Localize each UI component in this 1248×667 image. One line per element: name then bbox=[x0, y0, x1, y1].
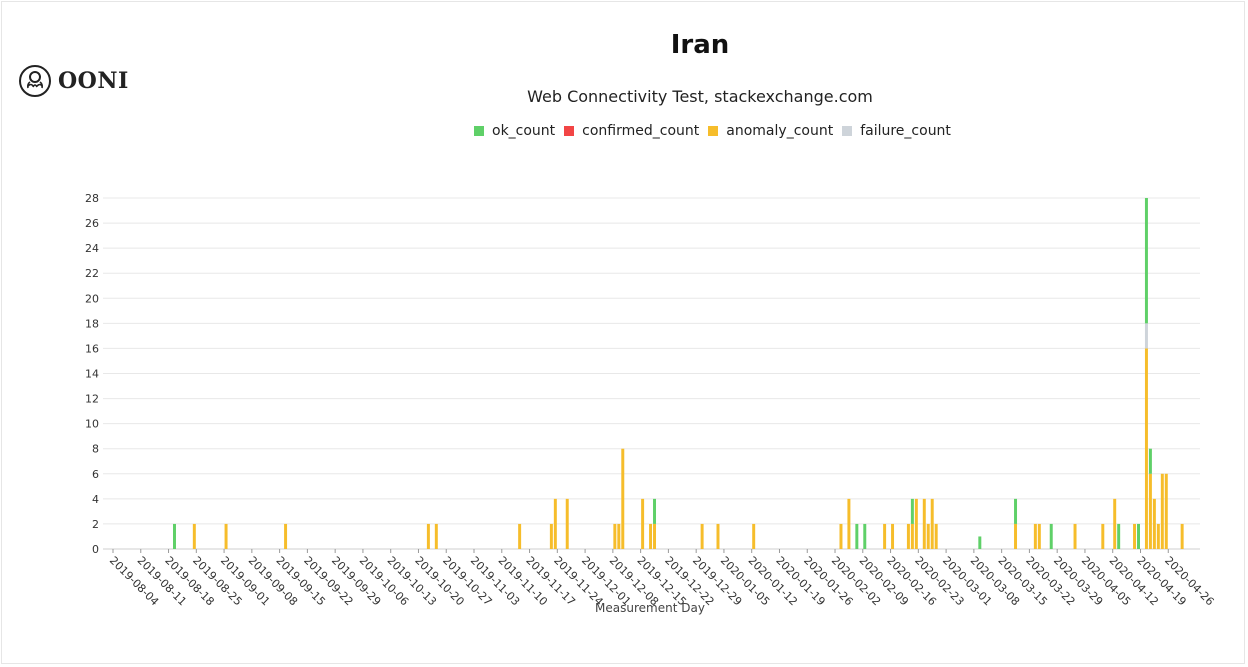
bar-anomaly[interactable] bbox=[922, 498, 926, 549]
x-axis: 2019-08-042019-08-112019-08-182019-08-25… bbox=[107, 549, 1217, 608]
bar-anomaly[interactable] bbox=[1073, 523, 1077, 549]
bar-anomaly[interactable] bbox=[617, 523, 621, 549]
bar-ok[interactable] bbox=[978, 536, 982, 549]
bar-anomaly[interactable] bbox=[1014, 523, 1018, 549]
y-tick-label: 8 bbox=[92, 443, 99, 456]
bar-anomaly[interactable] bbox=[621, 448, 625, 549]
bar-anomaly[interactable] bbox=[565, 498, 569, 549]
ooni-logo[interactable]: OONI bbox=[18, 64, 129, 98]
x-axis-label: Measurement Day bbox=[595, 601, 705, 615]
bar-anomaly[interactable] bbox=[1133, 523, 1137, 549]
legend-item-confirmed[interactable]: confirmed_count bbox=[564, 123, 699, 139]
legend-label-failure: failure_count bbox=[860, 123, 951, 139]
bar-ok[interactable] bbox=[855, 523, 859, 549]
y-tick-label: 26 bbox=[85, 217, 99, 230]
bar-failure[interactable] bbox=[1144, 323, 1148, 349]
y-tick-label: 0 bbox=[92, 543, 99, 556]
legend-swatch-anomaly bbox=[708, 126, 719, 136]
gridlines bbox=[103, 197, 1200, 550]
bar-anomaly[interactable] bbox=[716, 523, 720, 549]
bar-anomaly[interactable] bbox=[1156, 523, 1160, 549]
y-tick-label: 20 bbox=[85, 292, 99, 305]
y-tick-label: 22 bbox=[85, 267, 99, 280]
bar-ok[interactable] bbox=[1137, 523, 1140, 549]
bar-anomaly[interactable] bbox=[1160, 473, 1164, 549]
octopus-icon bbox=[19, 65, 51, 97]
y-tick-label: 4 bbox=[92, 493, 99, 506]
legend-label-ok: ok_count bbox=[492, 123, 556, 139]
bar-anomaly[interactable] bbox=[1148, 473, 1152, 549]
legend-label-confirmed: confirmed_count bbox=[582, 123, 700, 139]
bar-ok[interactable] bbox=[1148, 448, 1152, 474]
bar-anomaly[interactable] bbox=[914, 498, 918, 549]
bar-anomaly[interactable] bbox=[883, 523, 887, 549]
bar-anomaly[interactable] bbox=[752, 523, 756, 549]
y-tick-label: 28 bbox=[85, 192, 99, 205]
bar-anomaly[interactable] bbox=[518, 523, 522, 549]
bar-anomaly[interactable] bbox=[700, 523, 704, 549]
bar-anomaly[interactable] bbox=[613, 523, 617, 549]
bar-anomaly[interactable] bbox=[641, 498, 645, 549]
bar-ok[interactable] bbox=[1049, 523, 1053, 549]
bar-anomaly[interactable] bbox=[906, 523, 910, 549]
legend-swatch-ok bbox=[474, 126, 484, 136]
y-tick-label: 12 bbox=[85, 393, 99, 406]
bar-anomaly[interactable] bbox=[649, 523, 653, 549]
legend-item-anomaly[interactable]: anomaly_count bbox=[708, 123, 833, 139]
bars bbox=[173, 198, 1184, 549]
y-tick-label: 6 bbox=[92, 468, 99, 481]
bar-anomaly[interactable] bbox=[934, 523, 938, 549]
y-tick-label: 24 bbox=[85, 242, 99, 255]
bar-anomaly[interactable] bbox=[1037, 523, 1041, 549]
bar-anomaly[interactable] bbox=[1101, 523, 1105, 549]
bar-ok[interactable] bbox=[910, 498, 914, 524]
bar-anomaly[interactable] bbox=[224, 523, 228, 549]
bar-anomaly[interactable] bbox=[839, 523, 843, 549]
bar-anomaly[interactable] bbox=[926, 523, 930, 549]
logo-text: OONI bbox=[58, 68, 129, 94]
y-tick-label: 14 bbox=[85, 368, 99, 381]
y-tick-label: 2 bbox=[92, 518, 99, 531]
legend-item-failure[interactable]: failure_count bbox=[842, 123, 951, 139]
bar-anomaly[interactable] bbox=[549, 523, 553, 549]
bar-anomaly[interactable] bbox=[1113, 498, 1117, 549]
bar-anomaly[interactable] bbox=[910, 523, 914, 549]
bar-ok[interactable] bbox=[1117, 523, 1121, 549]
bar-anomaly[interactable] bbox=[1033, 523, 1037, 549]
bar-ok[interactable] bbox=[863, 523, 867, 549]
bar-anomaly[interactable] bbox=[426, 523, 430, 549]
bar-anomaly[interactable] bbox=[1180, 523, 1184, 549]
bar-anomaly[interactable] bbox=[553, 498, 557, 549]
legend-label-anomaly: anomaly_count bbox=[726, 123, 834, 139]
bar-ok[interactable] bbox=[173, 523, 176, 549]
bar-anomaly[interactable] bbox=[1152, 498, 1156, 549]
bar-ok[interactable] bbox=[653, 498, 657, 524]
bar-anomaly[interactable] bbox=[284, 523, 288, 549]
bar-anomaly[interactable] bbox=[192, 523, 196, 549]
bar-anomaly[interactable] bbox=[891, 523, 895, 549]
legend: ok_count confirmed_count anomaly_count f… bbox=[474, 123, 960, 139]
bar-ok[interactable] bbox=[1014, 498, 1018, 524]
bar-anomaly[interactable] bbox=[930, 498, 934, 549]
legend-swatch-failure bbox=[842, 126, 853, 136]
y-tick-label: 16 bbox=[85, 342, 99, 355]
y-tick-label: 18 bbox=[85, 317, 99, 330]
chart-subtitle: Web Connectivity Test, stackexchange.com bbox=[527, 87, 873, 106]
bar-anomaly[interactable] bbox=[653, 523, 657, 549]
bar-anomaly[interactable] bbox=[434, 523, 438, 549]
y-tick-label: 10 bbox=[85, 418, 99, 431]
bar-anomaly[interactable] bbox=[1164, 473, 1168, 549]
bar-anomaly[interactable] bbox=[847, 498, 851, 549]
bar-anomaly[interactable] bbox=[1144, 348, 1148, 549]
chart-title: Iran bbox=[670, 30, 730, 60]
legend-item-ok[interactable]: ok_count bbox=[474, 123, 555, 139]
legend-swatch-confirmed bbox=[564, 126, 575, 136]
bar-ok[interactable] bbox=[1144, 198, 1148, 324]
